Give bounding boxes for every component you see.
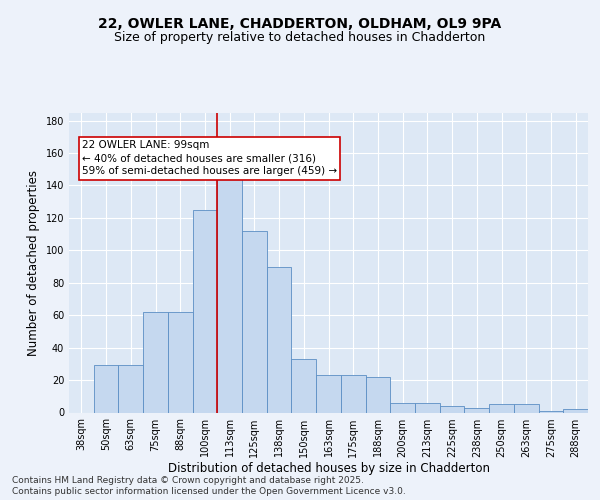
Bar (415, 403, 440, 412)
Bar (365, 377, 390, 412)
Bar (242, 231, 267, 412)
Bar (143, 312, 168, 412)
Text: Contains public sector information licensed under the Open Government Licence v3: Contains public sector information licen… (12, 487, 406, 496)
Bar (514, 404, 539, 412)
Bar (292, 359, 316, 412)
Bar (341, 375, 365, 412)
X-axis label: Distribution of detached houses by size in Chadderton: Distribution of detached houses by size … (167, 462, 490, 475)
Text: 22 OWLER LANE: 99sqm
← 40% of detached houses are smaller (316)
59% of semi-deta: 22 OWLER LANE: 99sqm ← 40% of detached h… (82, 140, 337, 176)
Bar (94, 366, 118, 412)
Bar (563, 410, 588, 412)
Text: Contains HM Land Registry data © Crown copyright and database right 2025.: Contains HM Land Registry data © Crown c… (12, 476, 364, 485)
Bar (390, 403, 415, 412)
Bar (118, 366, 143, 412)
Bar (464, 408, 489, 412)
Bar (316, 375, 341, 412)
Bar (440, 406, 464, 412)
Text: 22, OWLER LANE, CHADDERTON, OLDHAM, OL9 9PA: 22, OWLER LANE, CHADDERTON, OLDHAM, OL9 … (98, 18, 502, 32)
Y-axis label: Number of detached properties: Number of detached properties (27, 170, 40, 356)
Bar (489, 404, 514, 412)
Bar (217, 174, 242, 412)
Bar (539, 411, 563, 412)
Text: Size of property relative to detached houses in Chadderton: Size of property relative to detached ho… (115, 31, 485, 44)
Bar (168, 312, 193, 412)
Bar (267, 266, 292, 412)
Bar (193, 210, 217, 412)
